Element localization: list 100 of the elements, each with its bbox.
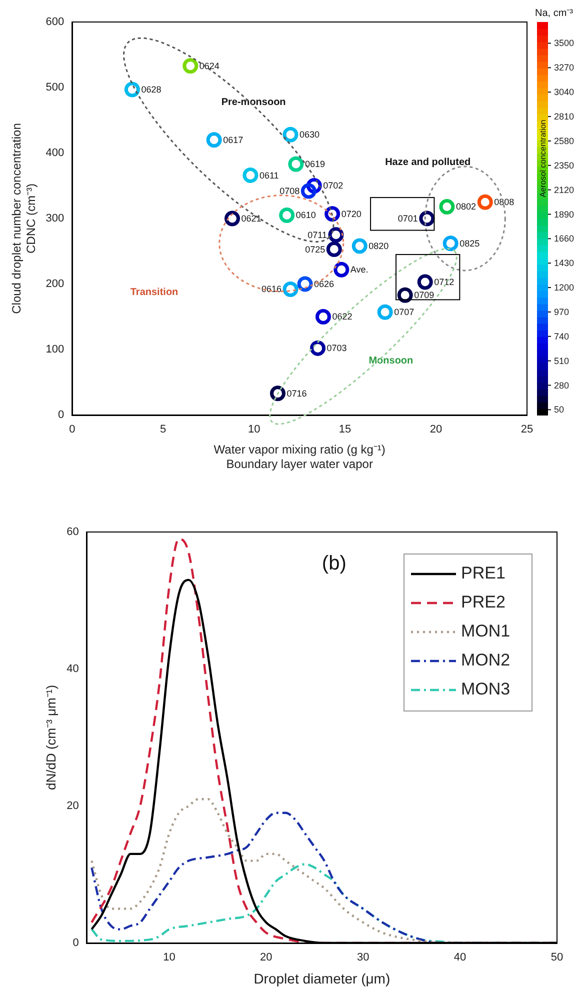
annotation: 0611 [259, 170, 279, 180]
color-bar-label: 50 [554, 404, 564, 415]
annotation: 0820 [368, 240, 389, 251]
point [397, 287, 413, 303]
color-bar-label: 1660 [554, 234, 574, 244]
annotation: 0716 [286, 388, 307, 398]
annotation: 0725 [305, 244, 326, 254]
annotation: 0701 [398, 213, 418, 224]
annotation: 0712 [434, 277, 454, 288]
x-axis-title: Water vapor mixing ratio (g kg⁻¹) Boundary layer water vapor [214, 442, 386, 472]
annotation: 0628 [141, 84, 162, 94]
annotation: 0825 [460, 238, 480, 248]
annotation: Pre-monsoon [221, 96, 286, 108]
y-tick-label: 300 [46, 212, 64, 225]
color-bar-label: 970 [554, 306, 570, 317]
x-tick-label: 40 [454, 952, 466, 964]
point [242, 168, 258, 184]
point [270, 386, 286, 402]
point [206, 132, 222, 148]
annotation: 0622 [332, 312, 352, 322]
color-bar-label: 1890 [554, 209, 574, 220]
y-tick-label: 0 [58, 409, 64, 422]
legend-label: MON2 [461, 650, 510, 670]
point [282, 126, 298, 142]
color-bar-label: 510 [554, 356, 570, 366]
point [352, 238, 368, 254]
annotation: 0616 [261, 284, 282, 294]
point [124, 82, 140, 98]
annotation: 0709 [414, 290, 434, 300]
point [334, 262, 350, 278]
color-bar-label: 2580 [554, 136, 574, 146]
color-bar-label: 2120 [554, 184, 574, 195]
color-bar-label: 740 [554, 331, 570, 342]
x-tick-label: 20 [260, 952, 272, 964]
x-tick-label: 5 [160, 424, 166, 436]
annotation: 0720 [341, 208, 362, 219]
y-tick-label: 600 [46, 16, 64, 28]
y-axis-title: dN/dD (cm⁻³ μm⁻¹) [43, 684, 58, 790]
annotation: 0703 [326, 343, 347, 354]
annotation: (b) [322, 552, 346, 575]
x-tick-label: 20 [430, 424, 442, 436]
point [300, 183, 316, 199]
point [439, 198, 455, 214]
x-tick-label: 10 [163, 952, 176, 964]
annotation: 0711 [308, 230, 327, 240]
color-bar-label: 3500 [554, 38, 574, 48]
point [279, 207, 295, 223]
y-tick-label: 40 [66, 663, 79, 676]
annotation: 0619 [304, 159, 325, 170]
annotation: Transition [130, 286, 178, 298]
annotation: Haze and polluted [385, 157, 471, 168]
point [297, 276, 313, 292]
point [326, 242, 342, 258]
legend-label: MON1 [461, 622, 510, 641]
annotation: 0626 [314, 278, 334, 289]
y-axis-title: Cloud droplet number concentration CDNC (cm⁻³) [10, 123, 38, 314]
annotation: 0624 [199, 60, 220, 71]
y-tick-label: 100 [46, 344, 64, 356]
annotation: 0808 [494, 197, 514, 208]
annotation: 0707 [394, 307, 414, 318]
legend-label: PRE1 [461, 564, 506, 583]
y-tick-label: 200 [46, 278, 64, 290]
annotation: Monsoon [368, 356, 414, 367]
annotation: 0802 [456, 202, 476, 212]
x-tick-label: 10 [248, 424, 260, 436]
point [288, 156, 304, 172]
x-tick-label: 30 [356, 952, 370, 964]
annotation: Ave. [350, 264, 368, 275]
text: Aerosol concentration [538, 120, 548, 198]
color-bar-label: 3040 [554, 87, 574, 98]
annotation: 0630 [299, 130, 320, 140]
point [182, 58, 198, 74]
point [315, 309, 331, 324]
color-bar-label: 280 [554, 380, 570, 390]
legend-label: PRE2 [461, 592, 506, 612]
annotation: 0617 [223, 134, 244, 145]
x-tick-label: 50 [550, 952, 564, 964]
annotation: 0708 [280, 186, 300, 196]
annotation: 0702 [323, 180, 344, 191]
point [310, 340, 326, 356]
y-tick-label: 20 [66, 800, 79, 812]
color-bar-label: 1430 [554, 258, 574, 268]
color-bar-label: 2810 [554, 112, 574, 122]
x-tick-label: 25 [520, 424, 534, 436]
y-tick-label: 500 [46, 82, 64, 94]
y-tick-label: 0 [72, 937, 79, 950]
annotation: 0621 [241, 213, 262, 224]
x-tick-label: 15 [338, 424, 352, 436]
annotation: 0610 [296, 210, 316, 220]
point [417, 274, 433, 290]
color-bar-label: 2350 [554, 160, 574, 170]
point [477, 194, 493, 210]
point [282, 281, 298, 297]
legend-label: MON3 [461, 680, 510, 699]
color-bar-title: Na, cm⁻³ [535, 8, 574, 19]
y-tick-label: 400 [46, 147, 64, 160]
y-tick-label: 60 [66, 526, 79, 538]
point [224, 210, 240, 226]
x-axis-title: Droplet diameter (μm) [254, 970, 390, 986]
color-bar-label: 3270 [554, 62, 574, 73]
